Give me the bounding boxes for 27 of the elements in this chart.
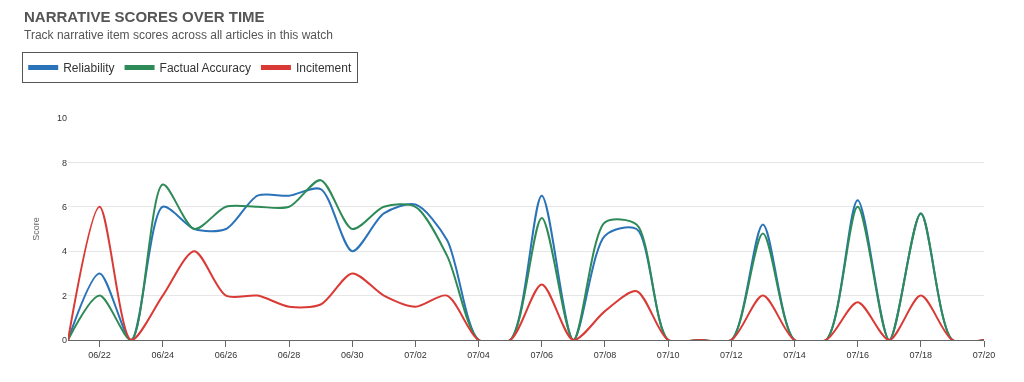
chart-subtitle: Track narrative item scores across all articles in this watch (24, 28, 333, 42)
x-tick-label: 07/10 (656, 349, 680, 360)
x-tick-label: 07/04 (467, 349, 490, 360)
legend-label: Factual Accuracy (159, 61, 251, 76)
x-tick-label: 07/02 (404, 349, 427, 360)
x-tick-label: 06/24 (151, 349, 175, 360)
legend-label: Incitement (295, 61, 352, 76)
x-tick-label: 07/08 (593, 349, 617, 360)
x-tick-label: 07/12 (720, 349, 743, 360)
y-tick-label: 2 (61, 290, 67, 301)
x-tick-label: 07/06 (530, 349, 554, 360)
y-tick-label: 8 (61, 157, 67, 168)
x-tick-label: 06/22 (88, 349, 111, 360)
x-tick-label: 07/16 (846, 349, 869, 360)
x-tick-label: 07/14 (783, 349, 806, 360)
x-tick-label: 06/26 (214, 349, 238, 360)
y-tick-label: 0 (61, 335, 67, 346)
y-axis-title: Score (31, 217, 42, 241)
x-tick-label: 06/30 (341, 349, 364, 360)
chart-title: NARRATIVE SCORES OVER TIME (24, 8, 265, 25)
y-tick-label: 6 (61, 201, 67, 212)
x-tick-label: 06/28 (277, 349, 301, 360)
x-tick-label: 07/18 (909, 349, 933, 360)
legend-label: Reliability (63, 61, 115, 76)
x-tick-label: 07/20 (972, 349, 996, 360)
y-tick-label: 10 (56, 113, 67, 124)
y-tick-label: 4 (61, 246, 67, 257)
